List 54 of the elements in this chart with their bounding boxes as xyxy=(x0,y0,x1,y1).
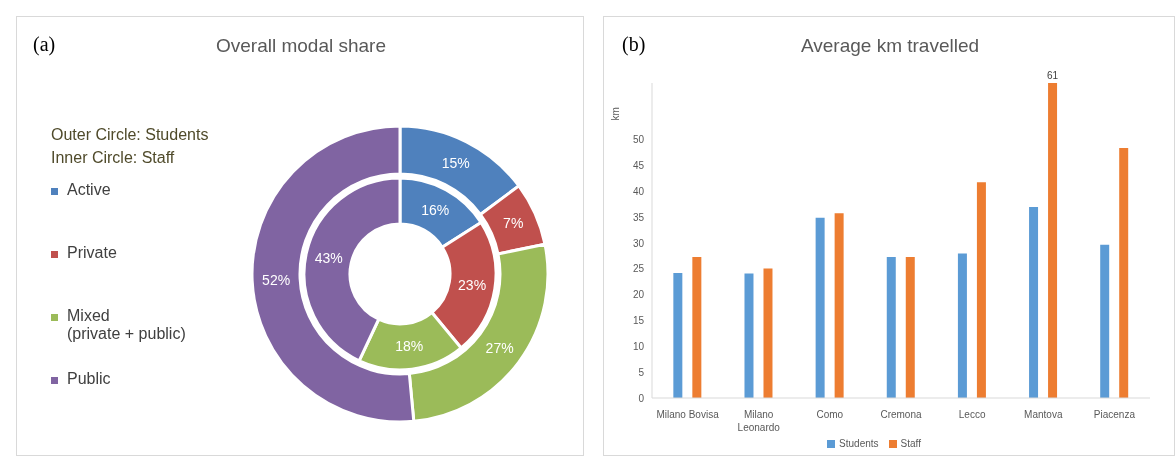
chart-title: Average km travelled xyxy=(800,35,980,56)
text: Inner Circle: Staff xyxy=(51,148,176,168)
bar xyxy=(1119,148,1129,398)
y-tick-label: 5 xyxy=(638,366,645,378)
bar xyxy=(886,257,896,398)
x-tick-label: Cremona xyxy=(880,409,922,420)
data-label: 61 xyxy=(1046,70,1059,81)
chart-title: Overall modal share xyxy=(215,35,387,56)
bar xyxy=(1048,83,1058,398)
bar xyxy=(834,213,844,398)
bar xyxy=(815,217,825,398)
bar xyxy=(1029,206,1039,398)
text: (b) xyxy=(622,33,646,56)
bar xyxy=(957,253,967,398)
legend-label: Public xyxy=(67,370,111,388)
legend-label: Private xyxy=(67,244,117,262)
legend-label: Active xyxy=(67,181,111,199)
y-axis-title: km xyxy=(609,107,621,121)
x-tick-label: Lecco xyxy=(958,409,986,420)
y-tick-label: 20 xyxy=(632,289,645,301)
y-tick-label: 50 xyxy=(632,134,645,146)
y-tick-label: 15 xyxy=(632,315,645,327)
bar xyxy=(976,182,986,398)
data-label: 16% xyxy=(421,202,450,219)
bar xyxy=(673,273,683,398)
bar xyxy=(1100,244,1110,398)
data-label: 18% xyxy=(395,338,424,355)
bar xyxy=(692,257,702,398)
data-label: 52% xyxy=(262,271,291,288)
y-tick-label: 10 xyxy=(632,340,645,352)
x-tick-label: Piacenza xyxy=(1093,409,1136,420)
y-tick-label: 25 xyxy=(632,263,645,275)
y-tick-label: 35 xyxy=(632,211,645,223)
x-tick-label: Milano Leonardo xyxy=(737,409,781,433)
bar xyxy=(744,273,754,398)
bar xyxy=(763,268,773,398)
y-tick-label: 45 xyxy=(632,160,645,172)
y-tick-label: 30 xyxy=(632,237,645,249)
data-label: 7% xyxy=(503,215,524,232)
y-tick-label: 0 xyxy=(638,392,645,404)
legend-label: Students xyxy=(839,438,879,449)
data-label: 43% xyxy=(314,250,343,267)
data-label: 27% xyxy=(485,339,514,356)
y-tick-label: 40 xyxy=(632,185,645,197)
text: Outer Circle: Students xyxy=(51,125,210,145)
x-tick-label: Como xyxy=(816,409,844,420)
data-label: 23% xyxy=(458,277,487,294)
x-tick-label: Mantova xyxy=(1024,409,1063,420)
legend-label: Staff xyxy=(900,438,921,449)
bar xyxy=(905,257,915,398)
legend-label: Mixed (private + public) xyxy=(67,307,186,343)
data-label: 15% xyxy=(441,155,470,172)
text: (a) xyxy=(33,33,56,56)
x-tick-label: Milano Bovisa xyxy=(656,409,720,420)
